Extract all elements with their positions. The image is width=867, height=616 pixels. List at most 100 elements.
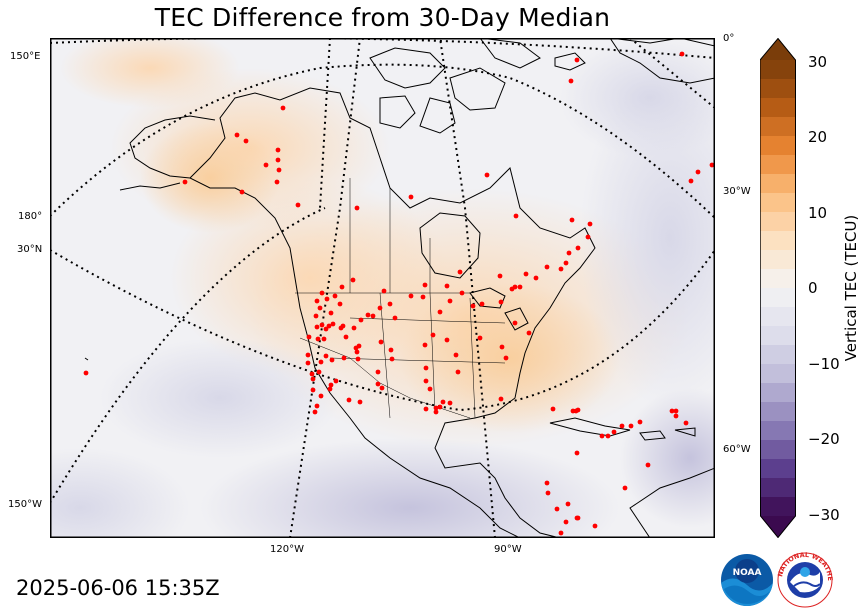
station-dot (275, 147, 281, 153)
station-dot (375, 381, 381, 387)
station-dot (323, 353, 329, 359)
station-dot (263, 162, 269, 168)
station-dot (375, 369, 381, 375)
station-dot (276, 167, 282, 173)
station-dot (354, 205, 360, 211)
station-dot (351, 325, 357, 331)
station-dot (523, 271, 529, 277)
station-dot (310, 376, 316, 382)
station-dot (306, 334, 312, 340)
station-dot (433, 409, 439, 415)
station-dot (387, 301, 393, 307)
station-dot (457, 269, 463, 275)
colorbar-level (760, 478, 796, 498)
lon-label-30w: 30°W (723, 186, 751, 197)
station-dot (533, 275, 539, 281)
station-dot (427, 386, 433, 392)
station-dot (354, 349, 360, 355)
station-dot (274, 179, 280, 185)
colorbar-level (760, 288, 796, 308)
colorbar-level (760, 345, 796, 365)
station-dot (318, 359, 324, 365)
station-dot (444, 283, 450, 289)
colorbar-level (760, 60, 796, 80)
colorbar-level (760, 421, 796, 441)
station-dot (314, 403, 320, 409)
station-dot (455, 369, 461, 375)
station-dot (234, 132, 240, 138)
station-dot (569, 217, 575, 223)
station-dot (683, 420, 689, 426)
station-dot (574, 450, 580, 456)
colorbar-level (760, 212, 796, 232)
colorbar-level (760, 459, 796, 479)
colorbar-label: Vertical TEC (TECU) (842, 214, 860, 362)
lon-label-90w: 90°W (494, 544, 522, 555)
station-dot (309, 371, 315, 377)
station-dot (381, 288, 387, 294)
station-dot (526, 330, 532, 336)
station-dot (319, 322, 325, 328)
colorbar-tick-20: 20 (808, 128, 828, 146)
station-dot (433, 405, 439, 411)
station-dot (513, 213, 519, 219)
lon-label-0: 0° (723, 33, 735, 44)
station-dot (329, 357, 335, 363)
colorbar-level (760, 497, 796, 517)
station-dot (453, 352, 459, 358)
station-dot (305, 352, 311, 358)
station-dot (544, 264, 550, 270)
station-dot (509, 286, 515, 292)
colorbar-level (760, 231, 796, 251)
station-dot (568, 78, 574, 84)
station-dot (365, 312, 371, 318)
station-dot (315, 336, 321, 342)
colorbar-tick-neg20: −20 (808, 430, 840, 448)
colorbar-tick-30: 30 (808, 53, 828, 71)
station-dot (243, 138, 249, 144)
station-dot (470, 303, 476, 309)
lon-label-60w: 60°W (723, 444, 751, 455)
station-dot (673, 413, 679, 419)
station-dot (558, 266, 564, 272)
station-dot (517, 284, 523, 290)
station-dot (423, 378, 429, 384)
station-dot (545, 490, 551, 496)
station-dot (554, 506, 560, 512)
colorbar-level (760, 136, 796, 156)
lon-label-150e: 150°E (10, 51, 41, 62)
lon-label-180: 180° (18, 211, 43, 222)
station-dot (280, 105, 286, 111)
station-dot (498, 396, 504, 402)
station-dot (645, 462, 651, 468)
station-dot (328, 382, 334, 388)
station-dot (575, 245, 581, 251)
station-dot (312, 409, 318, 415)
station-dot (275, 157, 281, 163)
station-dot (550, 406, 556, 412)
colorbar-level (760, 269, 796, 289)
station-dot (392, 315, 398, 321)
station-dot (358, 317, 364, 323)
colorbar-tick-10: 10 (808, 204, 828, 222)
station-dot (422, 342, 428, 348)
station-dot (423, 365, 429, 371)
station-dot (605, 433, 611, 439)
colorbar-outline (760, 38, 796, 538)
station-dot (317, 305, 323, 311)
colorbar-tick-neg30: −30 (808, 506, 840, 524)
station-dot (295, 202, 301, 208)
map-title: TEC Difference from 30-Day Median (154, 3, 611, 32)
colorbar (760, 38, 796, 538)
station-dot (628, 423, 634, 429)
station-dot (611, 429, 617, 435)
station-dot (440, 399, 446, 405)
station-dot (327, 386, 333, 392)
colorbar-extend-max (760, 38, 796, 60)
station-dot (310, 387, 316, 393)
station-dot (477, 335, 483, 341)
station-dot (356, 343, 362, 349)
station-dot (321, 336, 327, 342)
colorbar-level (760, 117, 796, 137)
station-dot (343, 334, 349, 340)
